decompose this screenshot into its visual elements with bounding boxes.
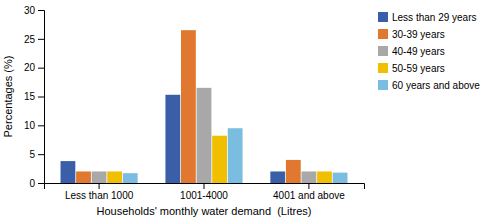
x-tick: 4001 and above <box>273 183 345 201</box>
y-tick-label: 15 <box>24 91 36 102</box>
y-tick-label: 20 <box>24 62 36 73</box>
y-tick: 0 <box>29 178 44 189</box>
bar <box>212 136 227 183</box>
bar <box>270 171 285 183</box>
legend-swatch <box>378 12 388 22</box>
y-axis-title: Percentages (%) <box>2 56 14 138</box>
x-tick-mark <box>308 183 309 189</box>
legend-label: 30-39 years <box>392 29 445 40</box>
y-tick: 10 <box>24 120 44 131</box>
bar <box>302 171 317 183</box>
y-tick: 25 <box>24 34 44 45</box>
bar-series <box>76 30 301 183</box>
legend-swatch <box>378 29 388 39</box>
legend-item: 50-59 years <box>378 63 445 74</box>
x-tick-label: 1001-4000 <box>180 190 228 201</box>
bar <box>165 95 180 183</box>
x-tick: Less than 1000 <box>65 183 134 201</box>
legend-item: 60 years and above <box>378 80 480 91</box>
y-tick-mark <box>38 10 44 11</box>
legend-swatch <box>378 80 388 90</box>
y-tick-label: 30 <box>24 5 36 16</box>
legend-item: 30-39 years <box>378 29 445 40</box>
legend-label: Less than 29 years <box>392 12 477 23</box>
bar <box>92 171 107 183</box>
bar-series <box>123 128 348 183</box>
bar <box>228 128 243 183</box>
x-tick: 1001-4000 <box>180 183 228 201</box>
legend-item: 40-49 years <box>378 46 445 57</box>
bar <box>181 30 196 183</box>
y-axis-line <box>38 11 45 184</box>
x-tick-mark <box>204 183 205 189</box>
x-axis: Less than 1000 1001-4000 4001 and above <box>45 183 365 201</box>
y-tick: 15 <box>24 91 44 102</box>
legend-swatch <box>378 63 388 73</box>
y-tick-label: 0 <box>29 178 35 189</box>
legend-label: 40-49 years <box>392 46 445 57</box>
y-tick-mark <box>38 125 44 126</box>
legend-item: Less than 29 years <box>378 12 477 23</box>
y-tick-label: 25 <box>24 34 36 45</box>
y-tick: 5 <box>29 149 44 160</box>
y-tick-mark <box>38 97 44 98</box>
bar-series <box>107 136 332 183</box>
legend-label: 60 years and above <box>392 80 480 91</box>
y-tick-mark <box>38 68 44 69</box>
y-tick: 30 <box>24 5 44 16</box>
y-tick-mark <box>38 39 44 40</box>
plot-area: 0 5 10 15 20 25 30 Less than 1000 1001-4000 4001 … <box>24 5 365 201</box>
y-tick: 20 <box>24 62 44 73</box>
x-tick-mark <box>99 183 100 189</box>
legend: Less than 29 years 30-39 years 40-49 years… <box>378 12 480 91</box>
bar <box>286 160 301 183</box>
y-tick-label: 5 <box>29 149 35 160</box>
bar <box>333 173 348 183</box>
x-axis-title: Households' monthly water demand (Litres… <box>97 205 312 217</box>
y-tick-mark <box>38 154 44 155</box>
chart: 0 5 10 15 20 25 30 Less than 1000 1001-4000 4001 … <box>0 0 500 221</box>
x-tick-label: Less than 1000 <box>65 190 134 201</box>
legend-swatch <box>378 46 388 56</box>
y-axis: 0 5 10 15 20 25 30 <box>24 5 45 189</box>
legend-label: 50-59 years <box>392 63 445 74</box>
bar <box>107 171 122 183</box>
bar <box>123 173 138 183</box>
bar-series <box>92 88 317 183</box>
bar <box>317 171 332 183</box>
y-tick-mark <box>38 183 44 184</box>
bar <box>61 161 76 183</box>
x-tick-label: 4001 and above <box>273 190 345 201</box>
bar <box>76 171 91 183</box>
x-axis-line <box>45 184 365 190</box>
bar <box>197 88 212 183</box>
bars <box>61 30 348 183</box>
bar-series <box>61 95 286 183</box>
y-tick-label: 10 <box>24 120 36 131</box>
